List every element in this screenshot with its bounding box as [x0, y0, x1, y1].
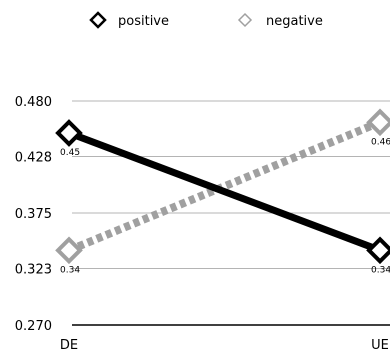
x-tick-label: DE: [60, 338, 78, 353]
legend-item-positive: positive: [89, 11, 169, 29]
x-tick-label: UE: [371, 338, 389, 353]
legend-marker-positive: [89, 11, 107, 29]
y-tick-label: 0.270: [15, 319, 52, 334]
legend-marker-negative: [237, 12, 253, 28]
legend-label-positive: positive: [118, 14, 169, 29]
data-point-negative: [366, 108, 390, 137]
legend-item-negative: negative: [237, 12, 323, 29]
y-tick-label: 0.480: [15, 95, 52, 110]
x-axis: DE UE: [60, 324, 390, 353]
series-line-negative: [67, 118, 382, 254]
y-axis-tick-labels: 0.270 0.323 0.375 0.428 0.480: [15, 95, 52, 334]
data-point-positive: [366, 236, 390, 265]
y-tick-label: 0.428: [15, 150, 52, 165]
data-label-positive: 0.34: [371, 265, 390, 275]
legend: positive negative: [89, 11, 323, 29]
data-point-negative: [55, 236, 83, 265]
series-layer: 0.34 0.46 0.45 0.34: [55, 108, 390, 275]
data-label-positive: 0.45: [60, 148, 80, 158]
data-label-negative: 0.34: [60, 265, 80, 275]
series-line-positive: [67, 129, 382, 254]
data-point-positive: [55, 119, 83, 147]
legend-label-negative: negative: [266, 14, 323, 29]
y-tick-label: 0.323: [15, 262, 52, 277]
data-label-negative: 0.46: [371, 137, 390, 147]
y-tick-label: 0.375: [15, 207, 52, 222]
